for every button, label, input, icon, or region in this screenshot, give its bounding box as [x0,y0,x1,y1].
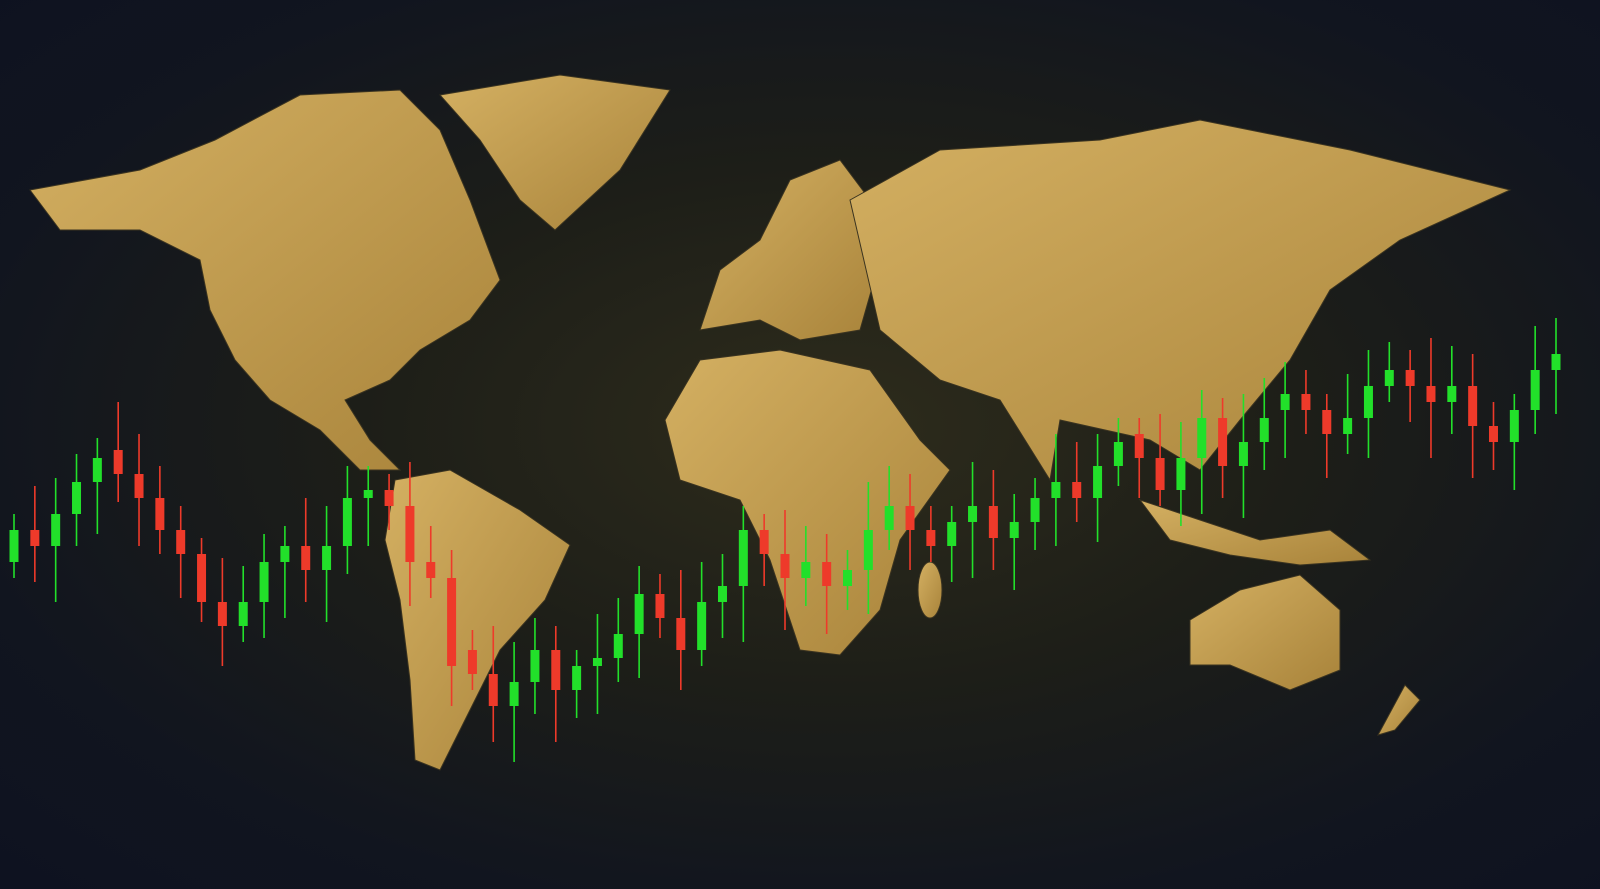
candle-down [197,554,207,602]
candle-up [92,458,102,482]
candle-down [426,562,436,578]
candle-down [780,554,790,578]
candle-down [488,674,498,706]
candle-up [1509,410,1519,442]
candle-down [1426,386,1436,402]
candle-up [1530,370,1540,410]
candle-down [676,618,686,650]
candle-down [1155,458,1165,490]
candle-down [134,474,144,498]
candle-down [447,578,457,666]
candlestick-chart [9,318,1561,762]
candle-up [884,506,894,530]
candle-down [217,602,227,626]
candle-down [301,546,311,570]
candle-up [697,602,707,650]
candle-up [738,530,748,586]
candle-down [1468,386,1478,426]
candle-up [342,498,352,546]
candle-up [613,634,623,658]
candle-up [1238,442,1248,466]
candle-up [717,586,727,602]
candle-up [843,570,853,586]
candle-down [155,498,165,530]
new-zealand [1376,684,1421,736]
candle-up [1051,482,1061,498]
candle-down [30,530,40,546]
candle-down [551,650,561,690]
greenland [439,74,671,231]
australia [1189,574,1341,691]
candle-up [863,530,873,570]
candle-up [1176,458,1186,490]
candle-down [176,530,186,554]
candle-up [1343,418,1353,434]
candle-up [1093,466,1103,498]
asia [849,119,1512,482]
candle-up [1259,418,1269,442]
europe [699,159,881,341]
candle-up [592,658,602,666]
candle-up [572,666,582,690]
candle-up [9,530,19,562]
candle-up [322,546,332,570]
candle-down [1134,434,1144,458]
candle-up [51,514,61,546]
candle-up [1197,418,1207,458]
candle-up [801,562,811,578]
candle-up [72,482,82,514]
candle-up [1030,498,1040,522]
candle-up [363,490,373,498]
candle-up [280,546,290,562]
north-america [29,89,501,471]
candle-up [238,602,248,626]
candle-up [947,522,957,546]
candle-up [1363,386,1373,418]
candle-down [926,530,936,546]
candle-down [822,562,832,586]
candle-down [1218,418,1228,466]
candle-up [1280,394,1290,410]
candle-up [1551,354,1561,370]
candle-down [905,506,915,530]
candle-down [1072,482,1082,498]
candle-down [655,594,665,618]
candle-down [384,490,394,506]
candle-up [968,506,978,522]
madagascar [917,561,943,619]
candle-down [113,450,123,474]
africa [664,349,951,656]
candle-down [759,530,769,554]
candle-up [259,562,269,602]
candle-up [530,650,540,682]
candle-up [634,594,644,634]
candle-up [1009,522,1019,538]
indonesia [1138,499,1372,566]
candle-down [1322,410,1332,434]
candle-down [988,506,998,538]
candle-up [1113,442,1123,466]
candle-down [1488,426,1498,442]
candle-down [467,650,477,674]
candle-down [1301,394,1311,410]
candle-up [1384,370,1394,386]
candle-up [509,682,519,706]
candle-down [1405,370,1415,386]
candle-up [1447,386,1457,402]
candle-down [405,506,415,562]
